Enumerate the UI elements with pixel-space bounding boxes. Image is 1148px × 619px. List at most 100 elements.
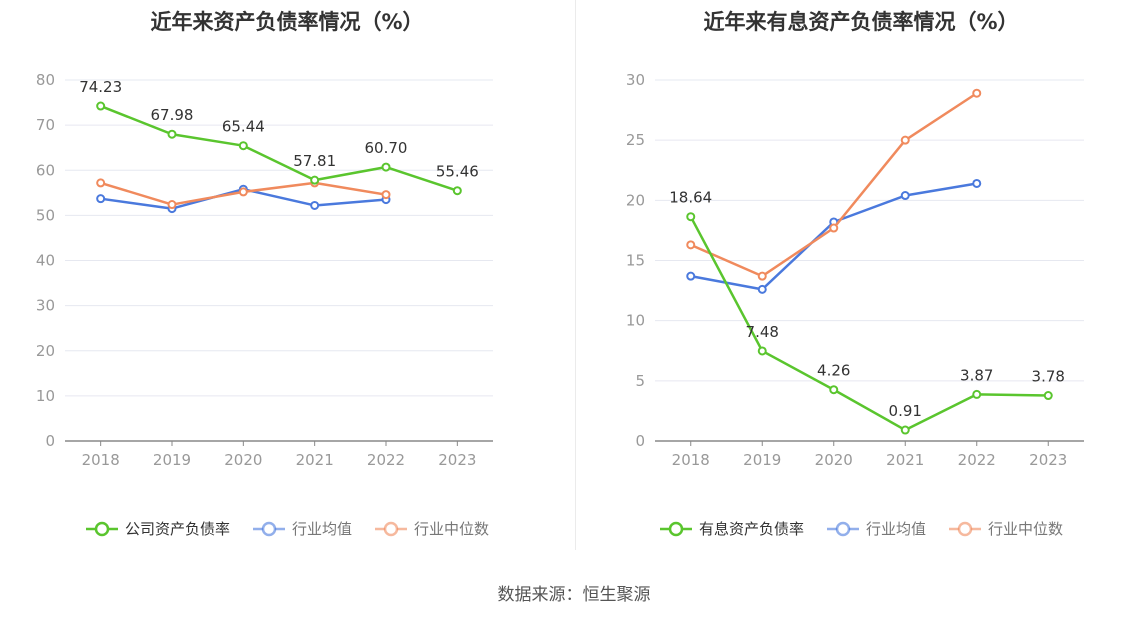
data-point-avg [686,271,696,281]
y-tick-label: 40 [36,252,55,270]
data-point-company [96,101,106,111]
legend-label: 有息资产负债率 [698,520,804,538]
y-tick-label: 10 [626,312,645,330]
data-point-company [381,162,391,172]
x-tick-label: 2022 [367,451,405,469]
legend-item-avg[interactable]: 行业均值 [252,518,352,539]
data-point-avg [757,284,767,294]
interest-debt-ratio-chart: 近年来有息资产负债率情况（%） 0 5 10 15 20 25 30 2018 2019 2020… [574,0,1148,560]
data-point-median [96,178,106,188]
legend-label: 公司资产负债率 [124,520,230,538]
data-point-company [452,186,462,196]
y-tick-label: 10 [36,387,55,405]
chart-title: 近年来资产负债率情况（%） [150,10,424,34]
data-label: 0.91 [889,402,922,420]
legend-label: 行业中位数 [988,520,1064,538]
debt-ratio-plot: 0 10 20 30 40 50 60 70 80 2018 2019 2020 2021 2022 202… [36,71,493,469]
legend-item-avg[interactable]: 行业均值 [826,518,926,539]
interest-debt-ratio-plot: 0 5 10 15 20 25 30 2018 2019 2020 2021 2022 2023 18.6… [626,71,1084,469]
data-label: 3.78 [1032,368,1065,386]
x-tick-label: 2023 [438,451,476,469]
legend-line-circle-icon [85,521,118,536]
data-label: 74.23 [79,78,122,96]
x-tick-label: 2022 [958,451,996,469]
legend-marker [835,521,851,536]
y-tick-label: 70 [36,116,55,134]
y-tick-label: 15 [626,252,645,270]
data-label: 67.98 [151,106,194,124]
data-point-median [381,190,391,200]
x-tick-label: 2021 [886,451,924,469]
y-tick-label: 30 [36,297,55,315]
legend-marker [383,521,399,536]
y-tick-label: 0 [635,432,645,450]
x-tick-label: 2018 [82,451,120,469]
data-point-median [238,187,248,197]
data-point-median [972,88,982,98]
data-point-median [900,135,910,145]
x-tick-label: 2019 [153,451,191,469]
data-label: 60.70 [365,139,408,157]
panel-divider [575,0,576,550]
series-line-avg [690,182,977,291]
x-tick-label: 2023 [1029,451,1067,469]
data-point-avg [900,191,910,201]
chart-legend: 公司资产负债率 行业均值 行业中位数 [0,518,574,539]
legend-item-company[interactable]: 公司资产负债率 [85,518,230,539]
x-tick-label: 2019 [743,451,781,469]
data-label: 65.44 [222,118,265,136]
data-point-company [310,175,320,185]
y-tick-label: 0 [45,432,55,450]
data-point-company [686,212,696,222]
x-tick-label: 2018 [672,451,710,469]
legend-marker [957,521,973,536]
legend-label: 行业均值 [865,520,926,538]
legend-line-circle-icon [826,521,859,536]
series-line-company [100,104,458,192]
chart-legend: 有息资产负债率 行业均值 行业中位数 [574,518,1148,539]
data-source-label: 数据来源：恒生聚源 [497,585,651,605]
legend-item-median[interactable]: 行业中位数 [948,518,1063,539]
y-tick-label: 20 [36,342,55,360]
data-point-median [829,223,839,233]
data-label: 7.48 [746,323,779,341]
data-label: 57.81 [293,152,336,170]
data-point-company [829,385,839,395]
legend-line-circle-icon [375,521,407,536]
data-point-median [686,240,696,250]
data-point-avg [972,178,982,188]
data-point-company [972,389,982,399]
y-tick-label: 25 [626,131,645,149]
data-point-company [167,129,177,139]
y-tick-label: 60 [36,161,55,179]
y-tick-label: 20 [626,191,645,209]
series-line-median [690,92,978,278]
series-line-company [689,216,1049,432]
y-tick-label: 30 [626,71,645,89]
data-point-company [238,141,248,151]
data-point-company [900,425,910,435]
legend-marker [261,521,277,536]
chart-title: 近年来有息资产负债率情况（%） [703,10,1019,34]
data-label: 3.87 [960,366,993,384]
data-label: 18.64 [669,189,712,207]
legend-label: 行业均值 [291,520,352,538]
x-tick-label: 2021 [296,451,334,469]
legend-line-circle-icon [252,521,285,536]
legend-label: 行业中位数 [414,520,490,538]
y-tick-label: 50 [36,206,55,224]
legend-item-median[interactable]: 行业中位数 [374,518,489,539]
legend-line-circle-icon [659,521,692,536]
data-point-company [1043,391,1053,401]
legend-marker [94,521,110,536]
legend-marker [668,521,684,536]
data-point-median [167,200,177,210]
data-label: 4.26 [817,362,850,380]
legend-item-company[interactable]: 有息资产负债率 [659,518,804,539]
data-point-avg [310,200,320,210]
data-point-avg [96,194,106,204]
debt-ratio-chart: 近年来资产负债率情况（%） 0 10 20 30 40 50 60 70 80 2018 2019 2… [0,0,574,560]
x-tick-label: 2020 [224,451,262,469]
legend-line-circle-icon [949,521,981,536]
x-tick-label: 2020 [815,451,853,469]
